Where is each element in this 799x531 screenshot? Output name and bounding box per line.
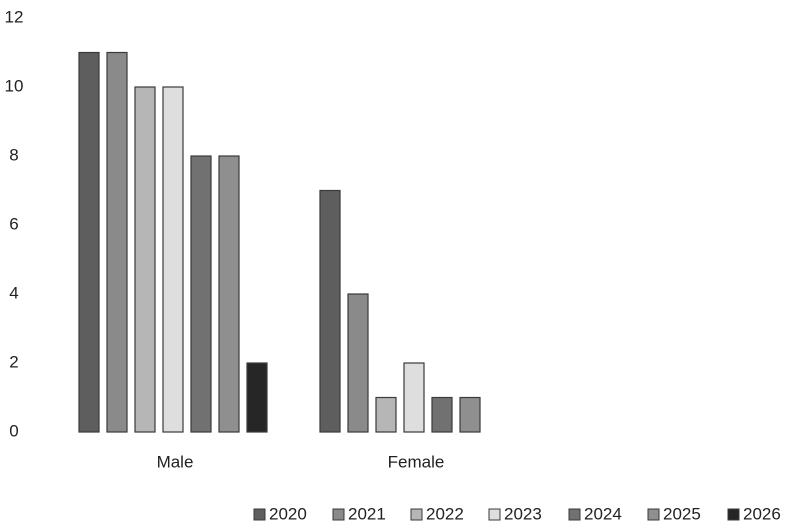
x-category-label: Female	[388, 452, 445, 471]
bar-female-2020	[319, 189, 341, 433]
y-tick-label: 12	[5, 7, 24, 26]
bar-female-2024	[431, 396, 453, 433]
legend-label: 2020	[269, 504, 307, 523]
y-tick-label: 2	[9, 352, 18, 371]
legend-item-2021: 2021	[332, 504, 386, 523]
legend-swatch	[253, 508, 266, 521]
legend-label: 2024	[584, 504, 622, 523]
legend-label: 2023	[504, 504, 542, 523]
y-tick-label: 4	[9, 283, 18, 302]
x-axis: Male Female	[157, 452, 445, 471]
bar-male-2023	[162, 86, 184, 433]
legend-label: 2022	[426, 504, 464, 523]
legend-item-2023: 2023	[488, 504, 542, 523]
legend-label: 2021	[348, 504, 386, 523]
legend-item-2020: 2020	[253, 504, 307, 523]
y-tick-label: 6	[9, 214, 18, 233]
bars	[78, 51, 481, 433]
legend-item-2022: 2022	[410, 504, 464, 523]
legend-item-2024: 2024	[568, 504, 622, 523]
bar-female-2022	[375, 396, 397, 433]
legend: 2020 2021 2022 2023 2024 2025 2026	[253, 504, 781, 523]
bar-male-2025	[218, 155, 240, 433]
legend-item-2025: 2025	[647, 504, 701, 523]
legend-swatch	[488, 508, 501, 521]
y-tick-label: 10	[5, 76, 24, 95]
x-category-label: Male	[157, 452, 194, 471]
legend-swatch	[568, 508, 581, 521]
legend-swatch	[332, 508, 345, 521]
legend-label: 2025	[663, 504, 701, 523]
bar-female-2025	[459, 396, 481, 433]
bar-male-2021	[106, 51, 128, 433]
bar-male-2026	[246, 362, 268, 433]
bar-male-2022	[134, 86, 156, 433]
legend-swatch	[410, 508, 423, 521]
legend-item-2026: 2026	[727, 504, 781, 523]
legend-swatch	[727, 508, 740, 521]
bar-male-2024	[190, 155, 212, 433]
y-tick-label: 8	[9, 145, 18, 164]
y-tick-label: 0	[9, 421, 18, 440]
bar-male-2020	[78, 51, 100, 433]
y-axis: 0 2 4 6 8 10 12	[5, 7, 24, 440]
bar-female-2021	[347, 293, 369, 433]
legend-label: 2026	[743, 504, 781, 523]
legend-swatch	[647, 508, 660, 521]
bar-female-2023	[403, 362, 425, 433]
